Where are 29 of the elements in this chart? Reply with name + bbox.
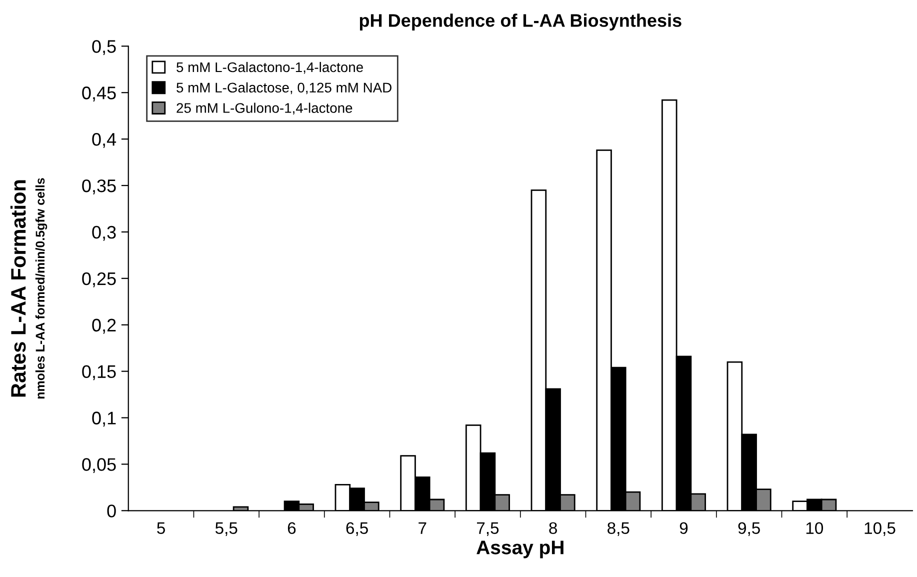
x-tick-label: 5,5 xyxy=(215,522,238,536)
y-tick-label: 0,25 xyxy=(82,272,116,288)
y-tick-label: 0 xyxy=(107,504,116,518)
y-tick-label: 0,1 xyxy=(92,412,116,427)
y-tick-label: 0,15 xyxy=(82,365,116,380)
y-axis-title: Rates L-AA Formation nmoles L-AA formed/min/0.5gfw cells xyxy=(10,178,48,399)
x-tick-label: 6 xyxy=(288,522,296,534)
y-tick-label: 0,3 xyxy=(92,226,116,241)
legend-label: 5 mM L-Galactose, 0,125 mM NAD xyxy=(176,82,392,94)
x-tick-label: 8 xyxy=(549,522,557,534)
x-tick-label: 7,5 xyxy=(477,522,499,536)
y-tick-label: 0,05 xyxy=(82,458,116,474)
y-tick-label: 0,45 xyxy=(82,86,116,102)
x-tick-label: 6,5 xyxy=(346,522,368,536)
x-tick-label: 9,5 xyxy=(738,522,760,536)
legend-label: 25 mM L-Gulono-1,4-lactone xyxy=(176,102,352,115)
x-tick-label: 10,5 xyxy=(864,522,896,536)
x-tick-label: 10 xyxy=(806,522,824,534)
x-tick-label: 9 xyxy=(680,522,688,534)
y-tick-label: 0,5 xyxy=(92,40,116,56)
x-axis-title: Assay pH xyxy=(476,540,564,558)
x-tick-label: 8,5 xyxy=(608,522,630,536)
y-tick-label: 0,4 xyxy=(92,132,116,148)
chart-title: pH Dependence of L-AA Biosynthesis xyxy=(360,14,682,30)
y-tick-label: 0,2 xyxy=(92,318,116,334)
legend-label: 5 mM L-Galactono-1,4-lactone xyxy=(176,62,363,74)
x-tick-label: 5 xyxy=(157,522,165,534)
x-tick-label: 7 xyxy=(418,522,426,534)
y-tick-label: 0,35 xyxy=(82,179,116,194)
